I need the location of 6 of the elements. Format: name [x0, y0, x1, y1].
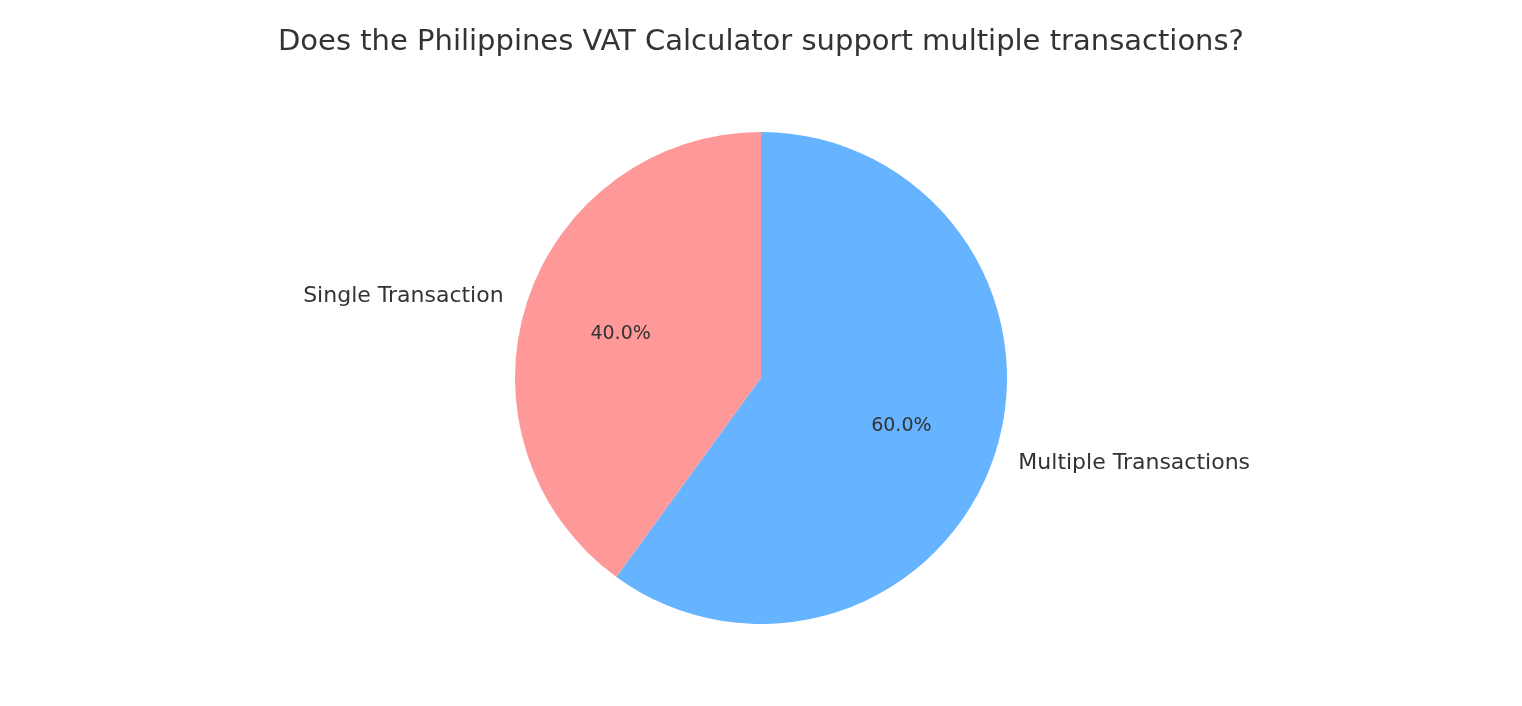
data-label: 40.0% — [590, 321, 651, 344]
slice-label: Multiple Transactions — [1018, 449, 1251, 475]
slice-label: Single Transaction — [303, 281, 504, 307]
data-label: 60.0% — [871, 412, 932, 435]
chart-title: Does the Philippines VAT Calculator support multiple transactions? — [277, 23, 1245, 57]
pie-slice — [515, 132, 761, 578]
